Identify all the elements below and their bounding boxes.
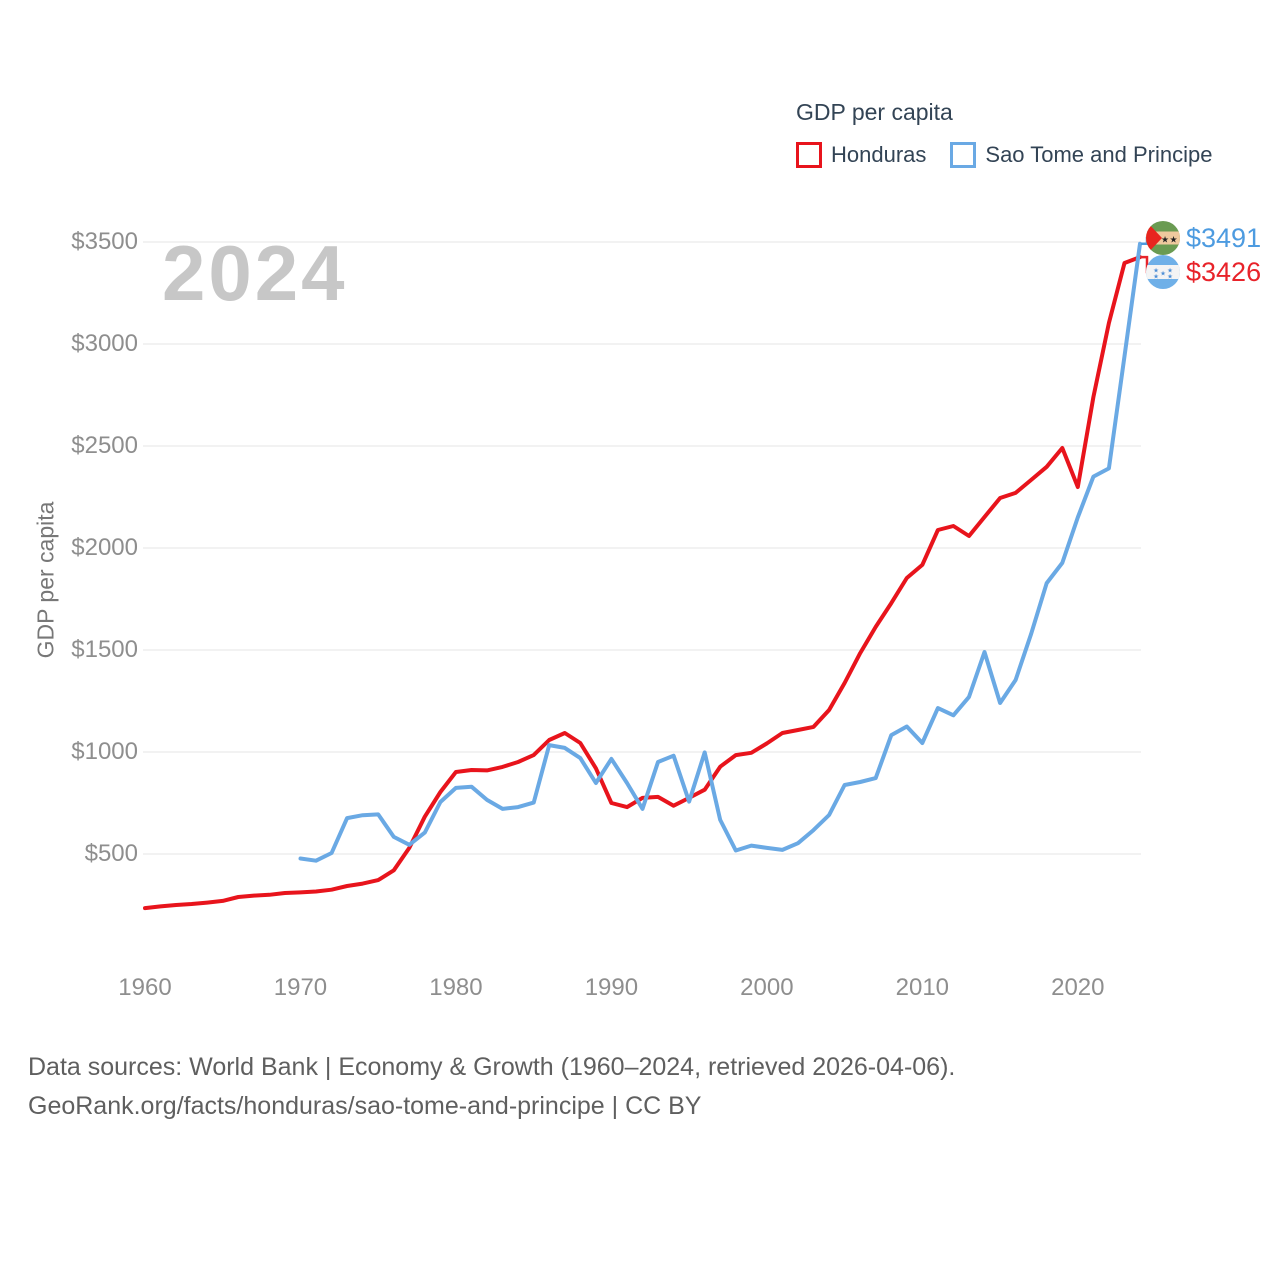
end-label-honduras: ★ ★ ★ ★ ★ $3426 <box>1146 255 1261 289</box>
series-line-honduras <box>143 255 1142 911</box>
honduras-flag-icon: ★ ★ ★ ★ ★ <box>1146 255 1180 289</box>
legend-label-honduras: Honduras <box>831 142 927 167</box>
svg-text:★: ★ <box>1153 268 1159 275</box>
y-tick-label: $500 <box>84 840 138 867</box>
y-tick-label: $3500 <box>71 228 138 255</box>
y-axis-title: GDP per capita <box>32 501 59 659</box>
legend-item-honduras[interactable]: Honduras <box>796 142 926 168</box>
svg-text:★: ★ <box>1169 235 1177 245</box>
x-tick-label: 2020 <box>1051 974 1105 1001</box>
chart-legend: GDP per capita Honduras Sao Tome and Pri… <box>796 99 1212 168</box>
y-tick-label: $1500 <box>71 636 138 663</box>
x-tick-label: 2000 <box>740 974 794 1001</box>
y-tick-label: $3000 <box>71 330 138 357</box>
x-tick-label: 1970 <box>273 974 328 1001</box>
footer-data-sources: Data sources: World Bank | Economy & Gro… <box>28 1053 956 1081</box>
sao-tome-end-value: $3491 <box>1186 222 1262 253</box>
honduras-series-swatch-icon <box>796 142 822 168</box>
legend-items: Honduras Sao Tome and Principe <box>796 142 1212 168</box>
svg-text:★: ★ <box>1161 235 1169 245</box>
chart-title: GDP per capita <box>796 99 953 125</box>
sao-tome-series-swatch-icon <box>950 142 977 168</box>
footer-attribution: GeoRank.org/facts/honduras/sao-tome-and-… <box>28 1092 702 1120</box>
y-tick-label: $1000 <box>71 738 138 765</box>
y-tick-label: $2500 <box>71 432 138 459</box>
legend-item-sao-tome[interactable]: Sao Tome and Principe <box>950 142 1212 168</box>
x-tick-label: 1960 <box>118 974 172 1001</box>
sao-tome-flag-icon: ★ ★ <box>1146 221 1180 255</box>
watermark-year: 2024 <box>162 229 348 317</box>
honduras-end-value: $3426 <box>1186 256 1262 287</box>
y-tick-label: $2000 <box>71 534 138 561</box>
footer: Data sources: World Bank | Economy & Gro… <box>28 1048 955 1126</box>
legend-label-sao-tome: Sao Tome and Principe <box>985 142 1213 167</box>
svg-text:★: ★ <box>1153 274 1159 281</box>
svg-text:★: ★ <box>1160 271 1166 278</box>
series-line-sao-tome-and-principe <box>298 241 1142 863</box>
svg-text:★: ★ <box>1167 268 1173 275</box>
x-tick-label: 1980 <box>429 974 483 1001</box>
x-tick-label: 1990 <box>584 974 639 1001</box>
svg-text:★: ★ <box>1167 274 1173 281</box>
x-tick-label: 2010 <box>895 974 950 1001</box>
end-label-sao-tome: ★ ★ $3491 <box>1146 221 1261 255</box>
